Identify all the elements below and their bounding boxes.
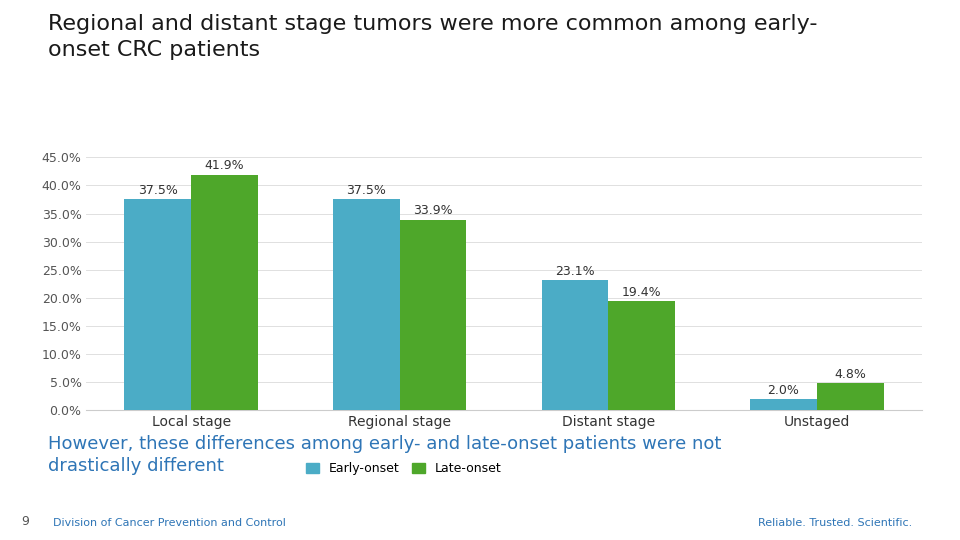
Bar xyxy=(399,220,467,410)
Bar xyxy=(191,175,258,410)
Bar xyxy=(541,280,609,410)
Text: However, these differences among early- and late-onset patients were not
drastic: However, these differences among early- … xyxy=(48,435,721,475)
Text: 41.9%: 41.9% xyxy=(204,159,244,172)
Text: 4.8%: 4.8% xyxy=(834,368,866,381)
Text: 23.1%: 23.1% xyxy=(555,265,595,278)
Bar xyxy=(750,399,817,410)
Bar xyxy=(609,301,675,410)
Text: 33.9%: 33.9% xyxy=(413,205,453,218)
Text: 19.4%: 19.4% xyxy=(622,286,661,299)
Text: Regional and distant stage tumors were more common among early-
onset CRC patien: Regional and distant stage tumors were m… xyxy=(48,14,818,60)
Text: 2.0%: 2.0% xyxy=(768,384,800,397)
Text: 37.5%: 37.5% xyxy=(138,184,178,197)
Bar xyxy=(817,383,883,410)
Text: 9: 9 xyxy=(21,515,29,528)
Bar xyxy=(333,199,399,410)
Bar xyxy=(125,199,191,410)
Text: Reliable. Trusted. Scientific.: Reliable. Trusted. Scientific. xyxy=(757,518,912,528)
Text: Division of Cancer Prevention and Control: Division of Cancer Prevention and Contro… xyxy=(53,518,286,528)
Text: 37.5%: 37.5% xyxy=(347,184,386,197)
Legend: Early-onset, Late-onset: Early-onset, Late-onset xyxy=(301,457,506,480)
